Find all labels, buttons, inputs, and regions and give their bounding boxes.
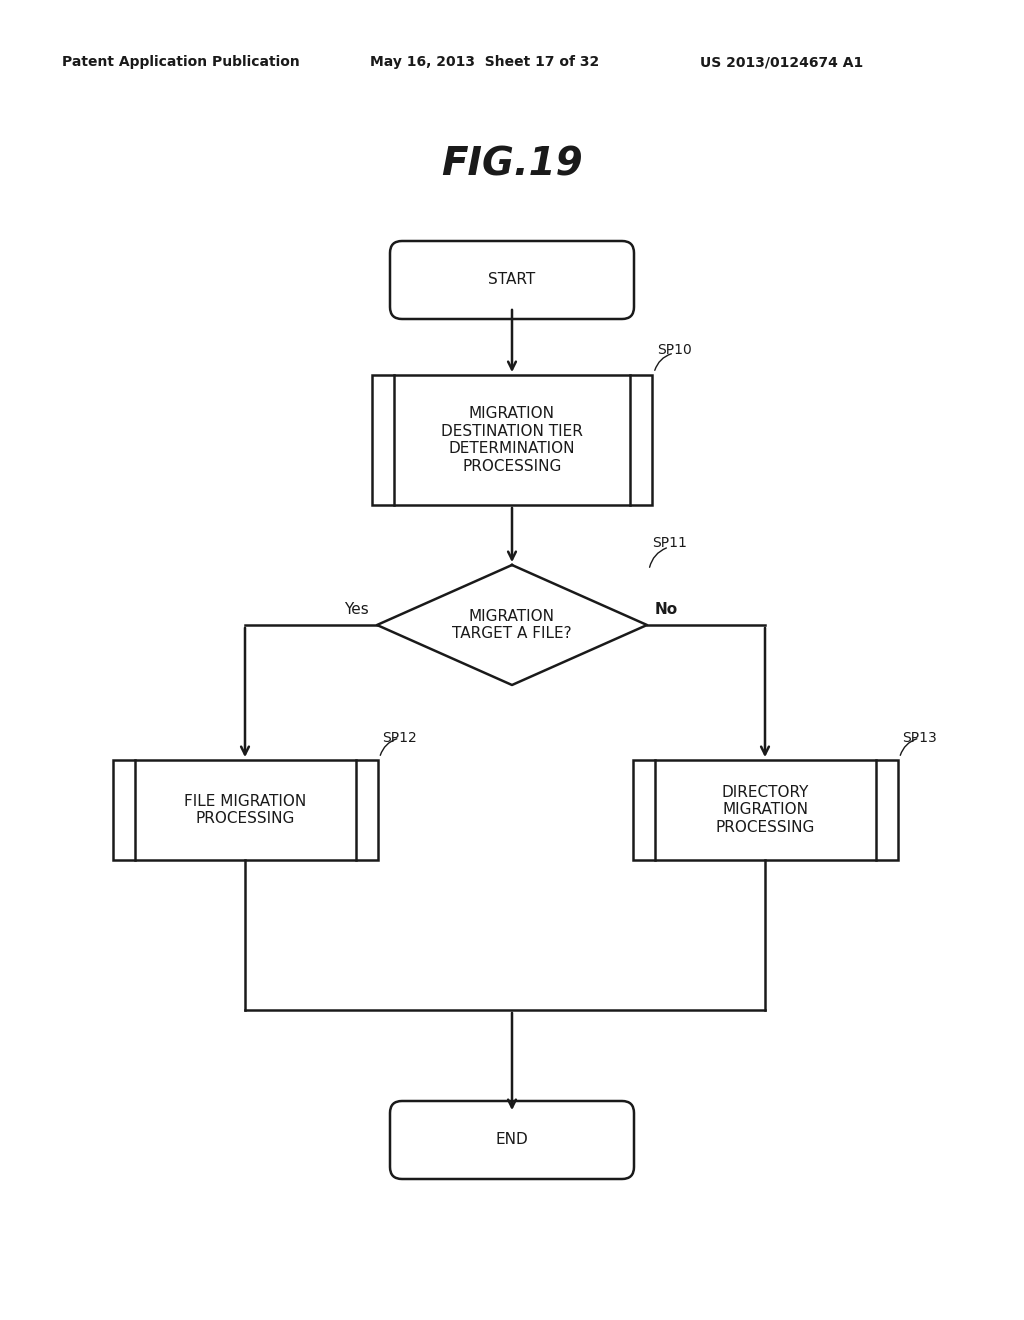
Text: DIRECTORY
MIGRATION
PROCESSING: DIRECTORY MIGRATION PROCESSING [716, 785, 815, 836]
Text: END: END [496, 1133, 528, 1147]
Text: SP10: SP10 [657, 343, 692, 356]
FancyBboxPatch shape [390, 1101, 634, 1179]
Polygon shape [377, 565, 647, 685]
Text: Yes: Yes [344, 602, 369, 616]
Text: MIGRATION
DESTINATION TIER
DETERMINATION
PROCESSING: MIGRATION DESTINATION TIER DETERMINATION… [441, 407, 583, 474]
Text: SP13: SP13 [902, 731, 937, 744]
Text: May 16, 2013  Sheet 17 of 32: May 16, 2013 Sheet 17 of 32 [370, 55, 599, 69]
Text: No: No [655, 602, 678, 616]
Bar [372, 375, 652, 506]
Text: MIGRATION
TARGET A FILE?: MIGRATION TARGET A FILE? [453, 609, 571, 642]
Text: US 2013/0124674 A1: US 2013/0124674 A1 [700, 55, 863, 69]
Text: SP11: SP11 [652, 536, 687, 550]
FancyBboxPatch shape [390, 242, 634, 319]
Bar [633, 760, 897, 861]
Bar [113, 760, 378, 861]
Text: FILE MIGRATION
PROCESSING: FILE MIGRATION PROCESSING [184, 793, 306, 826]
Text: FIG.19: FIG.19 [441, 147, 583, 183]
Text: SP12: SP12 [383, 731, 417, 744]
Text: START: START [488, 272, 536, 288]
Text: Patent Application Publication: Patent Application Publication [62, 55, 300, 69]
